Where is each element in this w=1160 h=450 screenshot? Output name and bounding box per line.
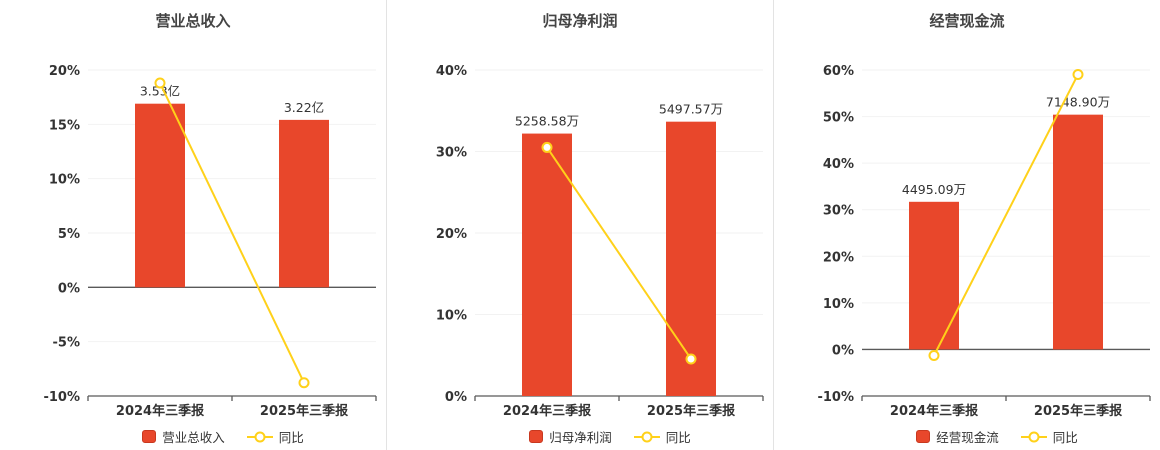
bar-value-label: 3.53亿 [140, 84, 180, 99]
legend-item-bar-series[interactable]: 归母净利润 [529, 427, 612, 446]
bar-value-label: 4495.09万 [902, 182, 966, 197]
category-label: 2024年三季报 [116, 403, 205, 419]
category-label: 2024年三季报 [503, 403, 592, 419]
legend-label: 归母净利润 [549, 430, 612, 445]
y-tick-label: 50% [823, 111, 854, 126]
yoy-line [933, 74, 1079, 356]
line-swatch-icon [633, 431, 660, 442]
chart-legend: 营业总收入 同比 [70, 427, 376, 446]
bar[interactable] [522, 133, 572, 396]
bar-value-label: 5497.57万 [659, 102, 723, 117]
chart-plot-cash-flow: -10% 0% 10% 20% 30% 40% 50% 60% 4495.09万 7148.90万… [817, 64, 1151, 419]
y-tick-label: 0% [832, 343, 854, 358]
y-tick-label: -10% [43, 390, 80, 405]
chart-cell-net-profit: 归母净利润 0% 10% 20% 30% 40% 5258.58万 5497.57万 2024… [386, 0, 773, 450]
bar-swatch-icon [142, 430, 157, 443]
chart-legend: 经营现金流 同比 [844, 427, 1150, 446]
y-tick-label: 5% [58, 227, 80, 242]
bar[interactable] [1053, 114, 1103, 350]
y-tick-label: 20% [49, 64, 80, 79]
chart-plot-revenue: -10% -5% 0% 5% 10% 15% 20% 3.53亿 3.22亿 2024年三季报 20… [43, 64, 377, 419]
y-tick-label: 30% [436, 146, 467, 161]
legend-item-bar-series[interactable]: 经营现金流 [916, 427, 999, 446]
legend-label: 营业总收入 [162, 430, 225, 445]
legend-label: 同比 [1052, 430, 1078, 445]
line-swatch-icon [1020, 431, 1047, 442]
y-tick-label: 20% [823, 250, 854, 265]
bar[interactable] [666, 121, 716, 397]
bar-value-label: 5258.58万 [515, 114, 579, 129]
chart-plot-net-profit: 0% 10% 20% 30% 40% 5258.58万 5497.57万 2024年三季报 20… [436, 64, 764, 419]
line-marker-icon [1028, 431, 1040, 442]
bar-swatch-icon [916, 430, 931, 443]
yoy-line-point[interactable] [298, 377, 310, 389]
y-tick-label: 30% [823, 204, 854, 219]
bar-value-label: 7148.90万 [1046, 95, 1110, 110]
chart-title-cash-flow: 经营现金流 [929, 12, 1005, 30]
line-marker-icon [254, 431, 266, 442]
y-tick-label: 10% [823, 297, 854, 312]
line-marker-icon [641, 431, 653, 442]
bar[interactable] [909, 201, 959, 350]
legend-item-line-series[interactable]: 同比 [246, 427, 304, 446]
yoy-line [546, 146, 692, 360]
y-tick-label: 10% [436, 309, 467, 324]
y-tick-label: 40% [436, 64, 467, 79]
y-tick-label: 20% [436, 227, 467, 242]
chart-cell-cash-flow: 经营现金流 -10% 0% 10% 20% 30% 40% 50% 60% 4495.09万 71… [773, 0, 1160, 450]
y-tick-label: 10% [49, 173, 80, 188]
chart-title-net-profit: 归母净利润 [542, 12, 618, 30]
yoy-line [159, 82, 305, 384]
yoy-line-point[interactable] [685, 353, 697, 365]
line-swatch-icon [246, 431, 273, 442]
y-tick-label: 40% [823, 157, 854, 172]
yoy-line-point[interactable] [154, 77, 166, 89]
y-tick-label: 0% [445, 390, 467, 405]
legend-label: 同比 [278, 430, 304, 445]
yoy-line-point[interactable] [928, 349, 940, 361]
bar[interactable] [279, 119, 329, 288]
y-tick-label: 60% [823, 64, 854, 79]
bar-value-label: 3.22亿 [284, 100, 324, 115]
legend-item-line-series[interactable]: 同比 [633, 427, 691, 446]
chart-legend: 归母净利润 同比 [457, 427, 763, 446]
chart-title-revenue: 营业总收入 [155, 12, 231, 30]
category-label: 2025年三季报 [647, 403, 736, 419]
legend-label: 经营现金流 [936, 430, 999, 445]
yoy-line-point[interactable] [1072, 68, 1084, 80]
bar[interactable] [135, 103, 185, 288]
y-tick-label: -5% [53, 336, 80, 351]
legend-item-bar-series[interactable]: 营业总收入 [142, 427, 225, 446]
category-label: 2024年三季报 [890, 403, 979, 419]
yoy-line-point[interactable] [541, 141, 553, 153]
y-tick-label: 15% [49, 118, 80, 133]
legend-item-line-series[interactable]: 同比 [1020, 427, 1078, 446]
category-label: 2025年三季报 [260, 403, 349, 419]
bar-swatch-icon [529, 430, 544, 443]
y-tick-label: 0% [58, 281, 80, 296]
legend-label: 同比 [665, 430, 691, 445]
y-tick-label: -10% [817, 390, 854, 405]
chart-cell-revenue: 营业总收入 -10% -5% 0% 5% 10% 15% 20% 3.53亿 3.22亿 2024… [0, 0, 386, 450]
category-label: 2025年三季报 [1034, 403, 1123, 419]
